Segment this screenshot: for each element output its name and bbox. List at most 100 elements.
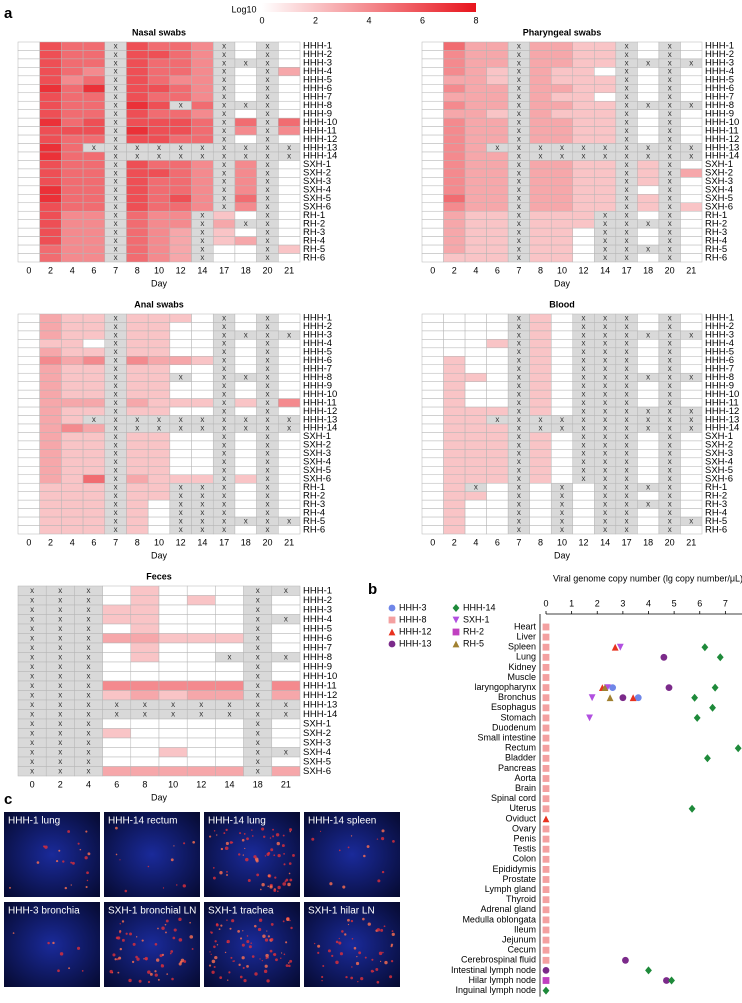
row-label: SXH-3 [303,448,331,459]
missing-mark: x [284,700,288,709]
heatmap-cell [234,117,257,127]
heatmap-cell [443,210,466,220]
missing-mark: x [517,202,521,211]
heatmap-cell [464,227,487,237]
heatmap-cell [102,633,132,644]
heatmap-cell [191,67,214,77]
heatmap-cell [17,160,40,170]
heatmap-cell [529,117,552,127]
heatmap-cell [421,364,444,374]
micrograph [104,812,200,897]
heatmap-cell [61,499,84,509]
heatmap-cell [39,100,62,110]
heatmap-cell [486,508,509,518]
row-label: HHH-12 [705,406,739,417]
chart-title: Nasal swabs [132,27,186,37]
heatmap-cell [61,177,84,187]
heatmap-cell [278,491,301,501]
heatmap-cell [278,117,301,127]
heatmap-cell [212,210,236,220]
heatmap-cell [637,508,660,518]
heatmap-cell [61,457,84,467]
heatmap-cell [443,457,466,467]
heatmap-cell [421,440,444,450]
row-label: HHH-3 [705,330,734,341]
heatmap-cell [215,728,244,739]
missing-mark: x [625,330,629,339]
heatmap-cell [443,168,466,178]
row-label: HHH-4 [705,338,734,349]
stain-dot [212,876,216,880]
stain-dot [347,923,350,926]
row-label: RH-2 [705,218,727,229]
missing-mark: x [114,126,118,135]
missing-mark: x [625,126,629,135]
heatmap-cell [186,680,216,691]
stain-dot [81,970,84,972]
row-label: HHH-2 [303,321,332,332]
missing-mark: x [222,109,226,118]
legend-label: HHH-14 [463,602,496,612]
heatmap-cell [486,244,509,254]
missing-mark: x [582,457,586,466]
row-label: HHH-13 [705,142,739,153]
heatmap-cell [169,202,192,212]
point [542,785,550,792]
heatmap-cell [147,339,171,349]
missing-mark: x [625,322,629,331]
heatmap-cell [464,406,487,416]
row-label: HHH-9 [303,380,332,391]
missing-mark: x [646,330,650,339]
heatmap-cell [61,474,84,484]
row-label: HHH-7 [303,364,332,375]
heatmap-cell [443,41,466,51]
stain-dot [357,980,359,983]
heatmap-cell [147,432,171,442]
heatmap-cell [82,466,106,476]
stain-dot [119,859,121,861]
missing-mark: x [222,347,226,356]
stain-dot [138,979,142,983]
point [542,855,550,863]
row-label: HHH-11 [303,397,337,408]
stain-dot [115,826,118,830]
missing-mark: x [265,50,269,59]
heatmap-cell [464,100,487,110]
stain-dot [347,918,350,922]
heatmap-cell [126,194,149,204]
heatmap-cell [191,381,214,391]
heatmap-cell [82,126,106,136]
missing-mark: x [114,525,118,534]
stain-dot [58,849,61,852]
stain-dot [269,949,273,953]
missing-mark: x [265,457,269,466]
missing-mark: x [143,709,147,718]
point [663,977,670,984]
heatmap-cell [17,143,40,153]
heatmap-cell [680,313,703,323]
heatmap-cell [17,253,40,263]
heatmap-cell [234,347,257,357]
missing-mark: x [668,134,672,143]
heatmap-cell [186,614,216,625]
stain-dot [36,861,40,864]
heatmap-cell [39,168,62,178]
heatmap-cell [680,389,703,399]
missing-mark: x [58,586,62,595]
missing-mark: x [517,330,521,339]
heatmap-cell [464,92,487,102]
heatmap-cell [443,185,466,195]
heatmap-cell [215,690,244,701]
missing-mark: x [582,389,586,398]
heatmap-cell [443,219,466,229]
heatmap-cell [191,168,214,178]
heatmap-cell [572,109,595,119]
x-tick-label: 4 [86,779,91,789]
missing-mark: x [646,406,650,415]
row-label: SXH-4 [303,185,331,196]
heatmap-cell [637,516,660,526]
missing-mark: x [668,151,672,160]
point [542,967,550,974]
heatmap-cell [594,126,617,136]
heatmap-cell [278,227,301,237]
